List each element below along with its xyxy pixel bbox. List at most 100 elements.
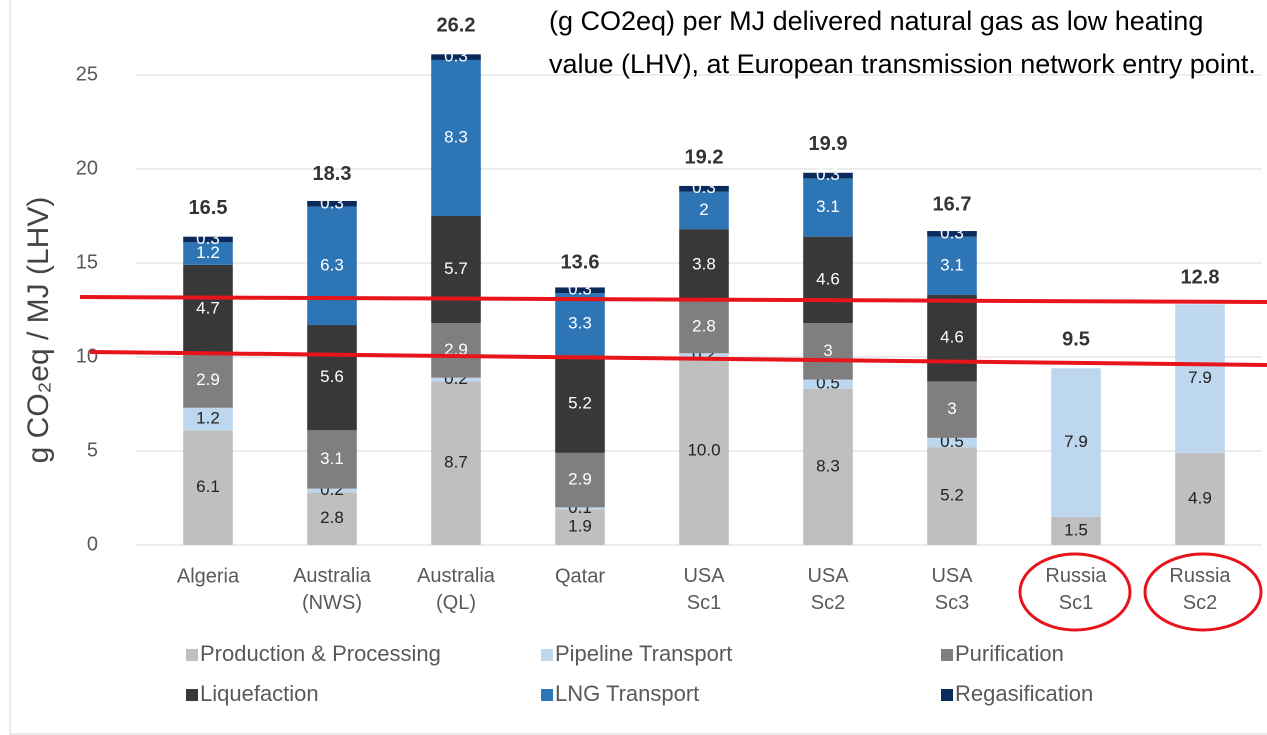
legend-swatch: [186, 649, 198, 661]
data-label: 6.1: [196, 477, 220, 496]
bar-segment: [679, 229, 729, 301]
bar-segment: [555, 287, 605, 294]
legend-swatch: [541, 649, 553, 661]
bar-segment: [307, 492, 357, 545]
total-label: 16.5: [189, 197, 228, 219]
legend-swatch: [941, 689, 953, 701]
bar-segment: [431, 323, 481, 378]
bar-segment: [431, 377, 481, 382]
bar-segment: [183, 407, 233, 431]
bar-segment: [183, 264, 233, 354]
legend-label: LNG Transport: [555, 681, 699, 706]
total-label: 18.3: [313, 163, 352, 185]
legend-swatch: [186, 689, 198, 701]
data-label: 3.8: [692, 254, 716, 273]
bar-segment: [927, 381, 977, 438]
bar-segment: [307, 206, 357, 326]
data-label: 3: [947, 399, 956, 418]
bar-segment: [927, 437, 977, 448]
data-label: 0.3: [816, 165, 840, 184]
x-tick-label: Algeria: [177, 565, 240, 587]
data-label: 1.2: [196, 409, 220, 428]
total-label: 16.7: [933, 193, 972, 215]
legend-label: Production & Processing: [200, 641, 441, 666]
data-label: 0.3: [196, 229, 220, 248]
total-label: 19.2: [685, 146, 724, 168]
x-tick-label: USA Sc3: [931, 565, 973, 614]
x-tick-label: Australia (NWS): [293, 565, 372, 614]
data-label: 7.9: [1064, 432, 1088, 451]
data-label: 8.3: [816, 456, 840, 475]
legend-swatch: [541, 689, 553, 701]
y-tick-label: 5: [87, 439, 98, 461]
data-label: 5.6: [320, 367, 344, 386]
data-label: 4.9: [1188, 488, 1212, 507]
bar-segment: [803, 236, 853, 324]
bar-segment: [803, 178, 853, 237]
bar-segment: [927, 294, 977, 382]
data-label: 8.3: [444, 127, 468, 146]
data-label: 0.3: [568, 280, 592, 299]
bar-segment: [679, 300, 729, 354]
bar-segment: [803, 172, 853, 179]
highlight-circle: [1143, 552, 1263, 632]
total-label: 12.8: [1181, 267, 1220, 289]
data-label: 1.2: [196, 243, 220, 262]
data-label: 4.6: [816, 269, 840, 288]
bar-segment: [555, 355, 605, 453]
legend-label: Pipeline Transport: [555, 641, 732, 666]
total-label: 19.9: [809, 133, 848, 155]
highlight-line: [89, 350, 1267, 367]
data-label: 2.9: [196, 370, 220, 389]
bar-segment: [1051, 368, 1101, 517]
legend-label: Purification: [955, 641, 1064, 666]
legend-label: Regasification: [955, 681, 1093, 706]
x-tick-label: USA Sc2: [807, 565, 849, 614]
data-label: 3.1: [940, 255, 964, 274]
data-label: 0.3: [320, 193, 344, 212]
bar-segment: [431, 59, 481, 217]
x-tick-label: Russia Sc1: [1045, 565, 1107, 614]
bar-segment: [307, 488, 357, 493]
legend-label: Liquefaction: [200, 681, 319, 706]
bar-segment: [679, 353, 729, 357]
data-label: 2.8: [692, 316, 716, 335]
y-axis-label: g CO₂eq / MJ (LHV): [22, 197, 55, 464]
data-label: 5.2: [940, 486, 964, 505]
y-tick-label: 10: [76, 345, 98, 367]
bar-segment: [679, 191, 729, 230]
x-tick-label: Australia (QL): [417, 565, 496, 614]
bar-segment: [927, 236, 977, 295]
data-label: 8.7: [444, 453, 468, 472]
legend-swatch: [941, 649, 953, 661]
data-label: 0.3: [444, 47, 468, 66]
plot: 05101520256.11.22.94.71.20.316.5Algeria2…: [76, 15, 1262, 706]
total-label: 13.6: [561, 252, 600, 274]
bar-segment: [555, 509, 605, 545]
data-label: 3.3: [568, 314, 592, 333]
total-label: 26.2: [437, 15, 476, 37]
data-label: 4.7: [196, 299, 220, 318]
bar-segment: [803, 323, 853, 380]
bar-segment: [183, 236, 233, 243]
bar-segment: [555, 507, 605, 510]
bar-segment: [679, 357, 729, 545]
x-tick-label: USA Sc1: [683, 565, 725, 614]
highlight-circle: [1018, 552, 1132, 632]
data-label: 6.3: [320, 255, 344, 274]
bar-segment: [431, 216, 481, 324]
data-label: 2.9: [568, 470, 592, 489]
data-label: 2.8: [320, 508, 344, 527]
bar-segment: [307, 325, 357, 431]
data-label: 0.3: [692, 178, 716, 197]
data-label: 7.9: [1188, 368, 1212, 387]
data-label: 1.5: [1064, 520, 1088, 539]
bar-segment: [307, 430, 357, 489]
bar-segment: [803, 388, 853, 545]
y-tick-label: 0: [87, 533, 98, 555]
bar-segment: [431, 381, 481, 545]
bar-segment: [555, 293, 605, 356]
data-label: 10.0: [687, 440, 720, 459]
